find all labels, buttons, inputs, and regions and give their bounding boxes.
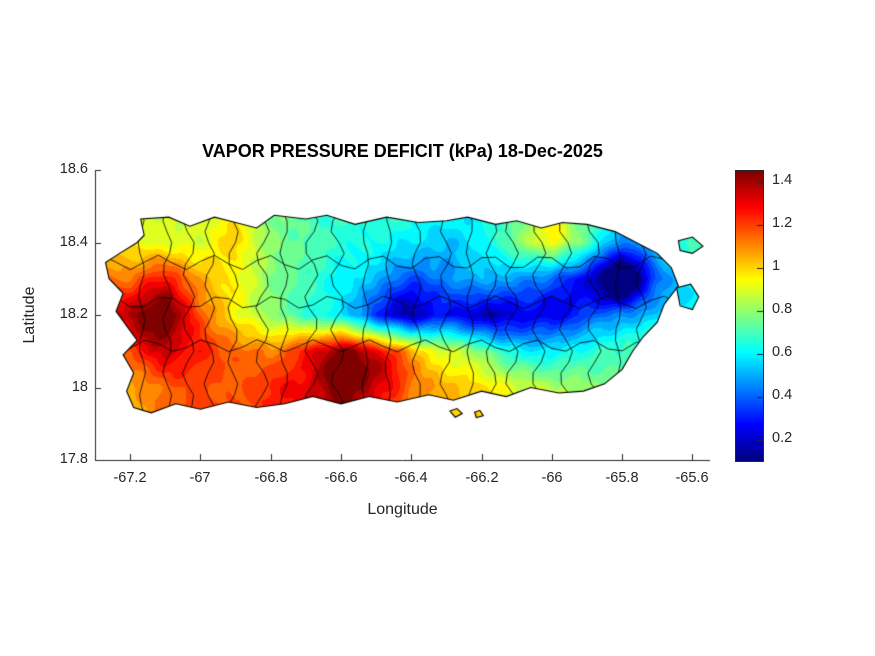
y-tick-label: 17.8 — [59, 451, 88, 467]
colorbar-tick-label: 0.8 — [772, 301, 793, 317]
x-tick-label: -67 — [189, 470, 211, 486]
colorbar-tick-label: 1.2 — [772, 215, 793, 231]
colorbar — [735, 170, 764, 462]
colorbar-tick-label: 0.4 — [772, 387, 793, 403]
x-tick-label: -66 — [541, 470, 563, 486]
x-tick-label: -66.4 — [394, 470, 428, 486]
colorbar-tick-label: 0.2 — [772, 430, 793, 446]
colorbar-tick-label: 1.4 — [772, 172, 793, 188]
colorbar-tick-label: 1 — [772, 258, 781, 274]
y-tick-label: 18 — [71, 379, 88, 395]
x-tick-label: -65.6 — [675, 470, 709, 486]
x-axis-label: Longitude — [367, 501, 438, 518]
x-tick-label: -66.8 — [254, 470, 288, 486]
y-tick-label: 18.6 — [59, 161, 88, 177]
y-tick-label: 18.4 — [59, 234, 88, 250]
colorbar-canvas — [736, 171, 763, 461]
y-tick-label: 18.2 — [59, 306, 88, 322]
x-tick-label: -66.2 — [465, 470, 499, 486]
chart-title: VAPOR PRESSURE DEFICIT (kPa) 18-Dec-2025 — [202, 141, 603, 161]
x-tick-label: -65.8 — [605, 470, 639, 486]
colorbar-tick-label: 0.6 — [772, 344, 793, 360]
x-tick-label: -66.6 — [324, 470, 358, 486]
x-tick-label: -67.2 — [113, 470, 147, 486]
